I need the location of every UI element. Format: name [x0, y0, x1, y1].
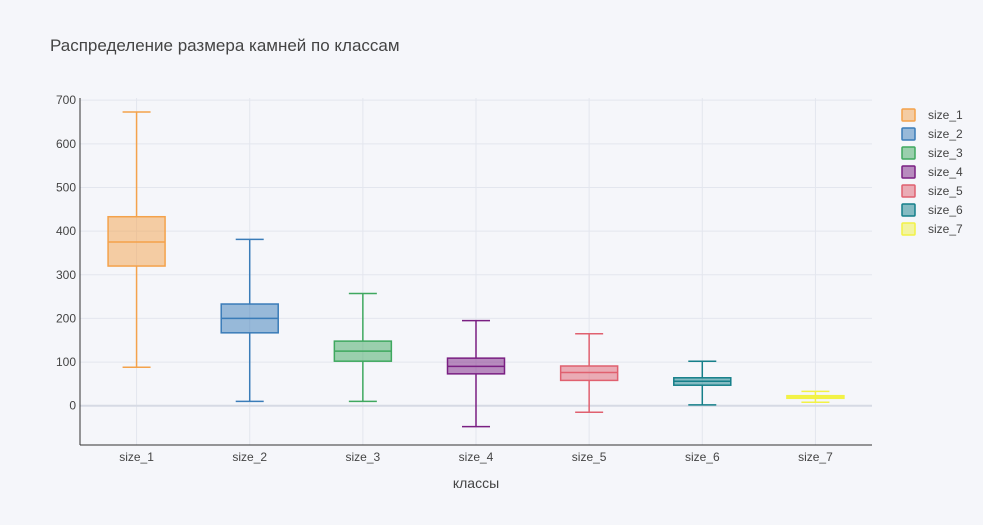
legend-swatch — [901, 165, 916, 179]
box-size_1[interactable] — [107, 111, 166, 369]
boxes — [107, 111, 845, 428]
box-size_2[interactable] — [220, 238, 279, 403]
legend-swatch — [901, 127, 916, 141]
legend-item-size_1[interactable]: size_1 — [901, 108, 963, 122]
legend-label: size_4 — [928, 165, 963, 179]
y-tick-label: 100 — [56, 355, 76, 369]
legend[interactable]: size_1 size_2 size_3 size_4 size_5 size_6size… — [901, 108, 963, 236]
box-size_5[interactable] — [559, 332, 619, 414]
legend-item-size_6[interactable]: size_6 — [901, 203, 963, 217]
box-size_4[interactable] — [446, 319, 506, 428]
legend-item-size_3[interactable]: size_3 — [901, 146, 963, 160]
legend-swatch — [901, 203, 916, 217]
y-tick-label: 200 — [56, 311, 76, 325]
legend-item-size_4[interactable]: size_4 — [901, 165, 963, 179]
legend-label: size_7 — [928, 222, 963, 236]
x-tick-label: size_5 — [572, 450, 607, 464]
legend-swatch — [901, 108, 916, 122]
y-tick-label: 0 — [69, 399, 76, 413]
legend-label: size_1 — [928, 108, 963, 122]
legend-label: size_6 — [928, 203, 963, 217]
legend-item-size_7[interactable]: size_7 — [901, 222, 963, 236]
y-tick-label: 400 — [56, 224, 76, 238]
legend-item-size_2[interactable]: size_2 — [901, 127, 963, 141]
box-size_7[interactable] — [786, 390, 845, 403]
grid — [80, 98, 872, 445]
chart-title: Распределение размера камней по классам — [50, 36, 400, 55]
x-tick-label: size_2 — [232, 450, 267, 464]
x-axis-title: классы — [453, 475, 499, 491]
axes: 0 100 200 300 400 500 600 700 size_1 size_2 size_3… — [56, 93, 872, 464]
legend-label: size_5 — [928, 184, 963, 198]
x-tick-label: size_3 — [346, 450, 381, 464]
y-tick-label: 600 — [56, 137, 76, 151]
x-tick-label: size_4 — [459, 450, 494, 464]
x-tick-label: size_1 — [119, 450, 154, 464]
y-tick-label: 700 — [56, 93, 76, 107]
legend-label: size_3 — [928, 146, 963, 160]
box-size_3[interactable] — [333, 292, 393, 403]
legend-swatch — [901, 146, 916, 160]
legend-swatch — [901, 222, 916, 236]
legend-swatch — [901, 184, 916, 198]
legend-item-size_5[interactable]: size_5 — [901, 184, 963, 198]
y-tick-label: 500 — [56, 180, 76, 194]
box-size_6[interactable] — [673, 360, 732, 406]
x-tick-label: size_7 — [798, 450, 833, 464]
legend-label: size_2 — [928, 127, 963, 141]
x-tick-label: size_6 — [685, 450, 720, 464]
y-tick-label: 300 — [56, 268, 76, 282]
